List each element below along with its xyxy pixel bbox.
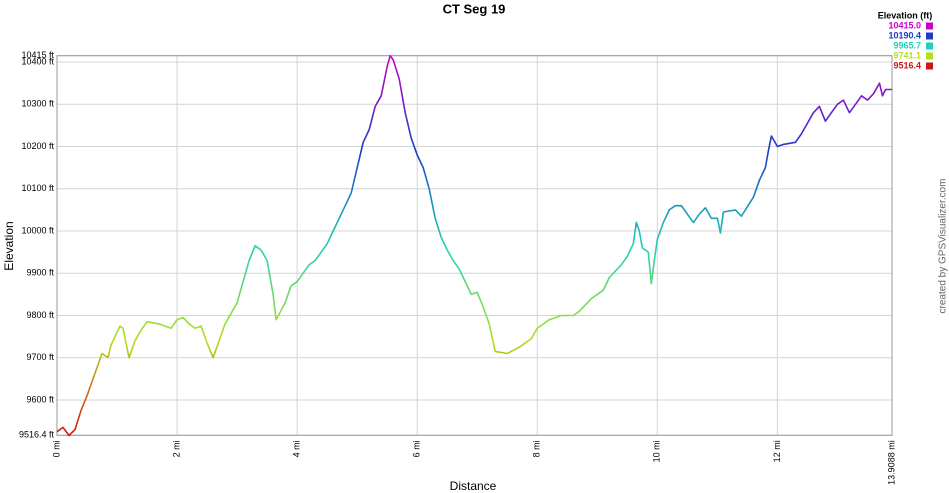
legend-swatch xyxy=(926,32,933,40)
y-tick-label: 9516.4 ft xyxy=(19,430,55,440)
x-tick-label: 12 mi xyxy=(772,440,782,462)
plot-frame xyxy=(56,55,893,436)
y-tick-label: 10300 ft xyxy=(21,99,54,109)
legend-label: 9741.1 xyxy=(893,50,921,60)
x-tick-label: 6 mi xyxy=(412,440,422,457)
elevation-line xyxy=(56,54,892,437)
y-axis-label: Elevation xyxy=(2,221,16,270)
y-tick-label: 10100 ft xyxy=(21,183,54,193)
x-tick-label: 2 mi xyxy=(171,440,181,457)
x-tick-label: 4 mi xyxy=(292,440,302,457)
legend-title: Elevation (ft) xyxy=(878,10,933,20)
legend-swatch xyxy=(926,22,933,30)
legend-label: 9516.4 xyxy=(893,60,921,70)
y-tick-label: 10000 ft xyxy=(21,225,54,235)
credit: created by GPSVisualizer.com xyxy=(938,179,949,314)
legend-swatch xyxy=(926,42,933,50)
x-tick-label: 10 mi xyxy=(652,440,662,462)
y-tick-label: 9700 ft xyxy=(26,352,54,362)
legend-swatch xyxy=(926,62,933,70)
y-tick-label: 10400 ft xyxy=(21,56,54,66)
y-tick-label: 10415 ft xyxy=(21,50,54,60)
legend-label: 10190.4 xyxy=(888,30,921,40)
y-tick-label: 10200 ft xyxy=(21,141,54,151)
legend-swatch xyxy=(926,52,933,60)
x-axis-label: Distance xyxy=(450,479,497,493)
chart-title: CT Seg 19 xyxy=(443,1,506,16)
y-tick-label: 9600 ft xyxy=(26,394,54,404)
y-tick-label: 9800 ft xyxy=(26,310,54,320)
legend-label: 10415.0 xyxy=(888,20,921,30)
legend-label: 9965.7 xyxy=(893,40,921,50)
y-tick-label: 9900 ft xyxy=(26,268,54,278)
x-tick-label: 0 mi xyxy=(51,440,61,457)
x-tick-label: 8 mi xyxy=(532,440,542,457)
x-tick-label: 13.9088 mi xyxy=(886,440,896,485)
